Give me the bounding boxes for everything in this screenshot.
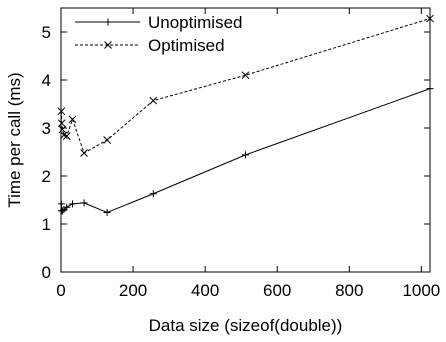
data-point-unoptimised xyxy=(69,200,77,208)
legend-marker-unoptimised xyxy=(104,18,112,26)
data-point-optimised xyxy=(80,149,88,157)
x-tick-label: 800 xyxy=(335,281,363,300)
data-point-unoptimised xyxy=(63,203,71,211)
y-tick-label: 1 xyxy=(42,215,51,234)
y-tick-label: 0 xyxy=(42,263,51,282)
data-point-optimised xyxy=(241,71,250,80)
y-tick-label: 4 xyxy=(42,71,51,90)
data-point-optimised xyxy=(149,96,158,105)
tick-layer: 0 200 400 600 800 1000 0 1 2 3 4 5 xyxy=(42,8,440,300)
x-tick-label: 1000 xyxy=(402,281,440,300)
data-point-optimised xyxy=(57,119,66,128)
legend-marker-optimised xyxy=(104,41,112,49)
legend: Unoptimised Optimised xyxy=(75,13,243,55)
plot-frame xyxy=(60,7,431,273)
data-point-unoptimised xyxy=(149,190,157,198)
data-point-optimised xyxy=(103,136,111,144)
x-tick-label: 600 xyxy=(263,281,291,300)
y-tick-label: 2 xyxy=(42,167,51,186)
legend-label-optimised: Optimised xyxy=(148,36,225,55)
y-axis-label: Time per call (ms) xyxy=(5,72,24,207)
x-tick-label: 200 xyxy=(119,281,147,300)
y-tick-label: 3 xyxy=(42,119,51,138)
x-tick-label: 0 xyxy=(56,281,65,300)
x-axis-label: Data size (sizeof(double)) xyxy=(149,316,343,335)
data-point-optimised xyxy=(60,131,68,140)
y-tick-label: 5 xyxy=(42,23,51,42)
data-point-optimised xyxy=(62,132,71,141)
data-point-unoptimised xyxy=(103,208,111,216)
data-point-optimised xyxy=(68,115,77,124)
data-point-unoptimised xyxy=(58,207,66,215)
data-point-unoptimised xyxy=(80,199,88,207)
legend-label-unoptimised: Unoptimised xyxy=(148,13,243,32)
x-tick-label: 400 xyxy=(191,281,219,300)
data-point-unoptimised xyxy=(242,151,249,159)
data-point-optimised xyxy=(58,125,67,134)
